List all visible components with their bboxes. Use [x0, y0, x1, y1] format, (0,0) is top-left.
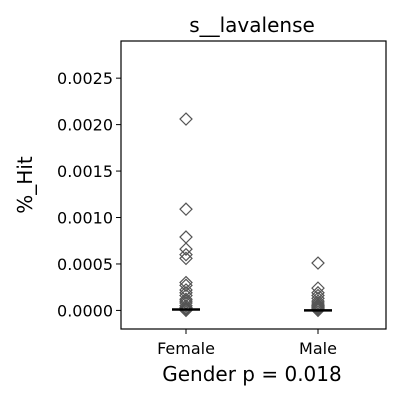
- data-point: [311, 256, 325, 270]
- data-point: [311, 303, 325, 318]
- y-axis-title: %_Hit: [13, 156, 37, 214]
- data-point: [179, 294, 193, 308]
- x-axis-title: Gender p = 0.018: [162, 362, 341, 386]
- x-tick-label: Male: [299, 339, 337, 358]
- data-point: [179, 302, 193, 317]
- plot-area: [120, 40, 387, 330]
- data-point: [179, 247, 193, 262]
- data-point: [179, 202, 193, 217]
- chart-title: s__lavalense: [189, 13, 315, 37]
- y-tick-label: 0.0005: [57, 255, 113, 274]
- data-point: [179, 298, 193, 313]
- y-tick-label: 0.0020: [57, 116, 113, 135]
- data-point: [179, 242, 193, 256]
- y-tick-label: 0.0015: [57, 162, 113, 181]
- data-point: [179, 301, 193, 316]
- data-point: [311, 300, 325, 315]
- data-point: [311, 302, 325, 317]
- x-axis: Female Male: [157, 329, 337, 358]
- data-point: [179, 275, 193, 290]
- y-axis: 0.0000 0.0005 0.0010 0.0015 0.0020 0.0025: [57, 69, 121, 320]
- data-point: [179, 285, 193, 300]
- data-point: [179, 300, 193, 315]
- y-tick-label: 0.0000: [57, 301, 113, 320]
- data-points: [172, 112, 332, 318]
- data-point: [179, 292, 193, 307]
- data-point: [179, 283, 193, 297]
- data-point: [179, 251, 193, 266]
- data-point: [179, 278, 193, 293]
- data-point: [311, 301, 325, 316]
- y-tick-label: 0.0025: [57, 69, 113, 88]
- x-tick-label: Female: [157, 339, 215, 358]
- data-point: [179, 230, 193, 244]
- y-tick-label: 0.0010: [57, 209, 113, 228]
- data-point: [311, 281, 325, 295]
- data-point: [311, 299, 325, 314]
- data-point: [311, 296, 325, 310]
- data-point: [311, 298, 325, 313]
- data-point: [311, 294, 325, 308]
- data-point: [179, 112, 193, 126]
